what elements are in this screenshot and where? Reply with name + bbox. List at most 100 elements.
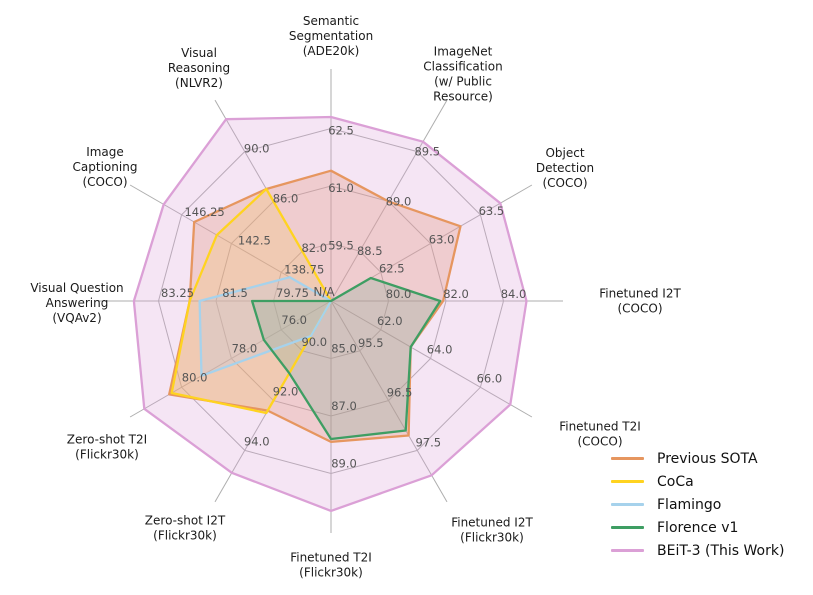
legend-line-swatch-coca [611,480,644,483]
axis-title-line: Answering [46,296,109,310]
axis-title-line: (NLVR2) [175,76,223,90]
tick-label-axis11-1: 86.0 [273,191,299,205]
axis-title-line: Semantic [303,14,359,28]
legend-label: Previous SOTA [657,450,758,467]
legend-line-swatch-beit-3-this-work [611,549,644,552]
legend-item-flamingo: Flamingo [611,493,784,516]
axis-title-line: Visual Question [30,281,123,295]
grid-ring-1 [272,242,390,360]
tick-label-axis8-0: 76.0 [281,313,307,327]
axis-title-line: (COCO) [82,175,127,189]
series-fill-florence-v1 [252,278,441,439]
series-line-beit-3-this-work [132,115,528,513]
tick-label-axis3-0: 80.0 [386,287,412,301]
tick-label-axis10-1: 142.5 [238,234,271,248]
grid-ring-3 [157,127,505,475]
tick-label-axis9-2: 83.25 [161,286,194,300]
legend-line-swatch-flamingo [611,503,644,506]
grid-ring-2 [215,185,447,417]
axis-title-line: (VQAv2) [52,311,101,325]
axis-title-finetuned-t2i-flickr30k: Finetuned T2I (Flickr30k) [290,551,372,580]
axis-title-image-captioning-coco: Image Captioning (COCO) [73,145,138,189]
legend-label: Florence v1 [657,519,739,536]
legend-label: Flamingo [657,496,722,513]
tick-label-axis5-0: 95.5 [358,336,384,350]
axis-title-line: Segmentation [289,29,373,43]
axis-title-finetuned-i2t-flickr30k: Finetuned I2T (Flickr30k) [451,516,533,545]
tick-label-axis2-2: 63.5 [479,204,505,218]
axis-title-line: Resource) [433,90,493,104]
tick-label-axis4-0: 62.0 [377,314,403,328]
legend-item-beit-3-this-work: BEiT-3 (This Work) [611,539,784,562]
axis-title-line: Finetuned T2I [290,551,372,565]
legend-line-swatch-florence-v1 [611,526,644,529]
tick-label-axis2-1: 63.0 [429,233,455,247]
tick-label-axis5-1: 96.5 [387,386,413,400]
tick-label-axis9-0: 79.75 [276,286,309,300]
legend-label: CoCa [657,473,694,490]
axis-title-zero-shot-t2i-flickr30k: Zero-shot T2I (Flickr30k) [67,433,147,462]
legend: Previous SOTA CoCa Flamingo Florence v1 BEiT… [611,447,784,562]
axis-title-line: ImageNet [434,45,493,59]
axis-title-line: (COCO) [617,302,662,316]
axis-title-line: (Flickr30k) [460,531,524,545]
axis-title-line: (Flickr30k) [299,566,363,580]
axis-title-imagenet-classification-w-public-resource: ImageNet Classification (w/ Public Resource… [423,45,502,104]
axis-title-line: Zero-shot I2T [145,514,226,528]
tick-label-axis11-0: 82.0 [301,241,327,255]
axis-title-line: (ADE20k) [303,44,360,58]
axis-title-line: Image [86,145,124,159]
axis-title-line: (COCO) [577,435,622,449]
axis-title-line: Visual [181,46,217,60]
series-line-florence-v1 [250,276,442,441]
tick-label-axis0-1: 61.0 [328,181,354,195]
axis-spoke [330,300,448,503]
axis-title-line: (COCO) [542,176,587,190]
series-line-previous-sota [168,169,462,444]
axis-title-line: (Flickr30k) [153,529,217,543]
tick-label-axis2-0: 62.5 [379,261,405,275]
tick-label-axis0-2: 62.5 [328,124,354,138]
axis-title-line: Finetuned T2I [559,420,641,434]
tick-label-axis3-2: 84.0 [501,287,527,301]
axis-title-line: Object [545,146,584,160]
legend-item-previous-sota: Previous SOTA [611,447,784,470]
axis-title-finetuned-t2i-coco: Finetuned T2I (COCO) [559,420,641,449]
legend-line-swatch-previous-sota [611,457,644,460]
tick-label-axis9-1: 81.5 [222,286,248,300]
tick-label-axis11-2: 90.0 [244,142,270,156]
axis-title-line: (Flickr30k) [75,448,139,462]
tick-label-axis8-2: 80.0 [182,370,208,384]
tick-label-axis4-2: 66.0 [477,371,503,385]
tick-label-axis8-1: 78.0 [232,342,258,356]
legend-item-coca: CoCa [611,470,784,493]
axis-title-line: Zero-shot T2I [67,433,147,447]
axis-title-line: Reasoning [168,61,230,75]
tick-label-axis3-1: 82.0 [443,287,469,301]
tick-label-axis1-0: 88.5 [357,244,383,258]
series-line-flamingo [198,276,333,377]
axis-title-zero-shot-i2t-flickr30k: Zero-shot I2T (Flickr30k) [145,514,226,543]
series-fill-previous-sota [169,170,461,442]
axis-spoke [129,300,332,418]
axis-title-visual-reasoning-nlvr2: Visual Reasoning (NLVR2) [168,46,230,90]
center-na-label: N/A [313,285,335,299]
tick-label-axis6-1: 87.0 [331,399,357,413]
axis-title-line: Classification [423,60,502,74]
tick-label-axis10-0: 138.75 [284,262,324,276]
legend-label: BEiT-3 (This Work) [657,542,785,559]
axis-title-line: Finetuned I2T [599,287,681,301]
tick-label-axis6-2: 89.0 [331,457,357,471]
legend-item-florence-v1: Florence v1 [611,516,784,539]
tick-label-axis7-2: 94.0 [244,434,270,448]
tick-label-axis5-2: 97.5 [415,435,441,449]
series-line-coca [170,187,333,415]
tick-label-axis10-2: 146.25 [184,205,224,219]
tick-label-axis4-1: 64.0 [427,343,453,357]
tick-label-axis6-0: 85.0 [331,342,357,356]
axis-title-finetuned-i2t-coco: Finetuned I2T (COCO) [599,287,681,316]
axis-title-semantic-segmentation-ade20k: Semantic Segmentation (ADE20k) [289,14,373,58]
tick-label-axis7-1: 92.0 [273,385,299,399]
axis-title-line: Finetuned I2T [451,516,533,530]
